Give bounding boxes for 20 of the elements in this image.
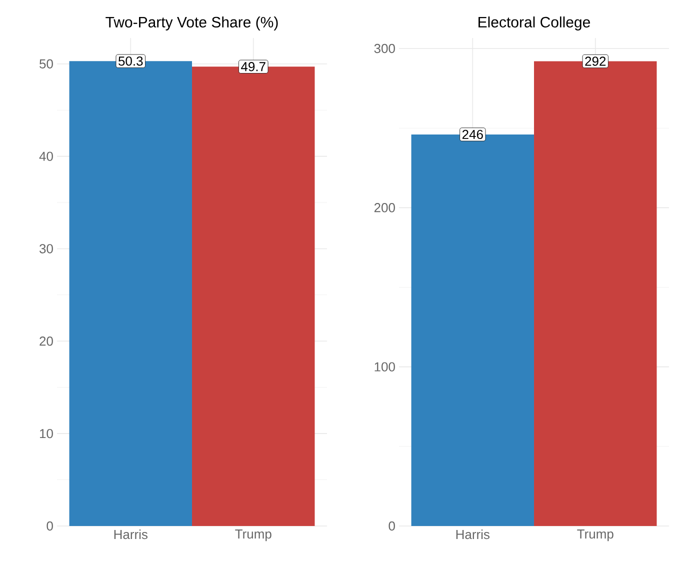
x-tick-label: Trump <box>577 530 614 542</box>
data-label: 50.3 <box>118 56 143 66</box>
y-tick-label: 0 <box>46 521 53 531</box>
y-tick-label: 20 <box>40 336 53 346</box>
x-tick-label: Harris <box>114 530 148 540</box>
y-tick-label: 0 <box>388 521 395 531</box>
chart-title: Electoral College <box>478 16 590 30</box>
y-tick-label: 30 <box>40 244 53 254</box>
y-tick-label: 100 <box>374 362 395 372</box>
y-tick-label: 10 <box>40 428 53 438</box>
y-tick-label: 50 <box>40 59 53 68</box>
data-label: 292 <box>585 56 606 66</box>
data-label: 246 <box>462 130 483 140</box>
chart-title: Two-Party Vote Share (%) <box>106 16 278 30</box>
x-tick-label: Trump <box>235 530 272 542</box>
x-tick-label: Harris <box>456 530 490 540</box>
y-tick-label: 40 <box>39 152 53 161</box>
y-tick-label: 300 <box>374 44 395 54</box>
data-label: 49.7 <box>241 62 266 72</box>
y-tick-label: 200 <box>374 203 395 212</box>
